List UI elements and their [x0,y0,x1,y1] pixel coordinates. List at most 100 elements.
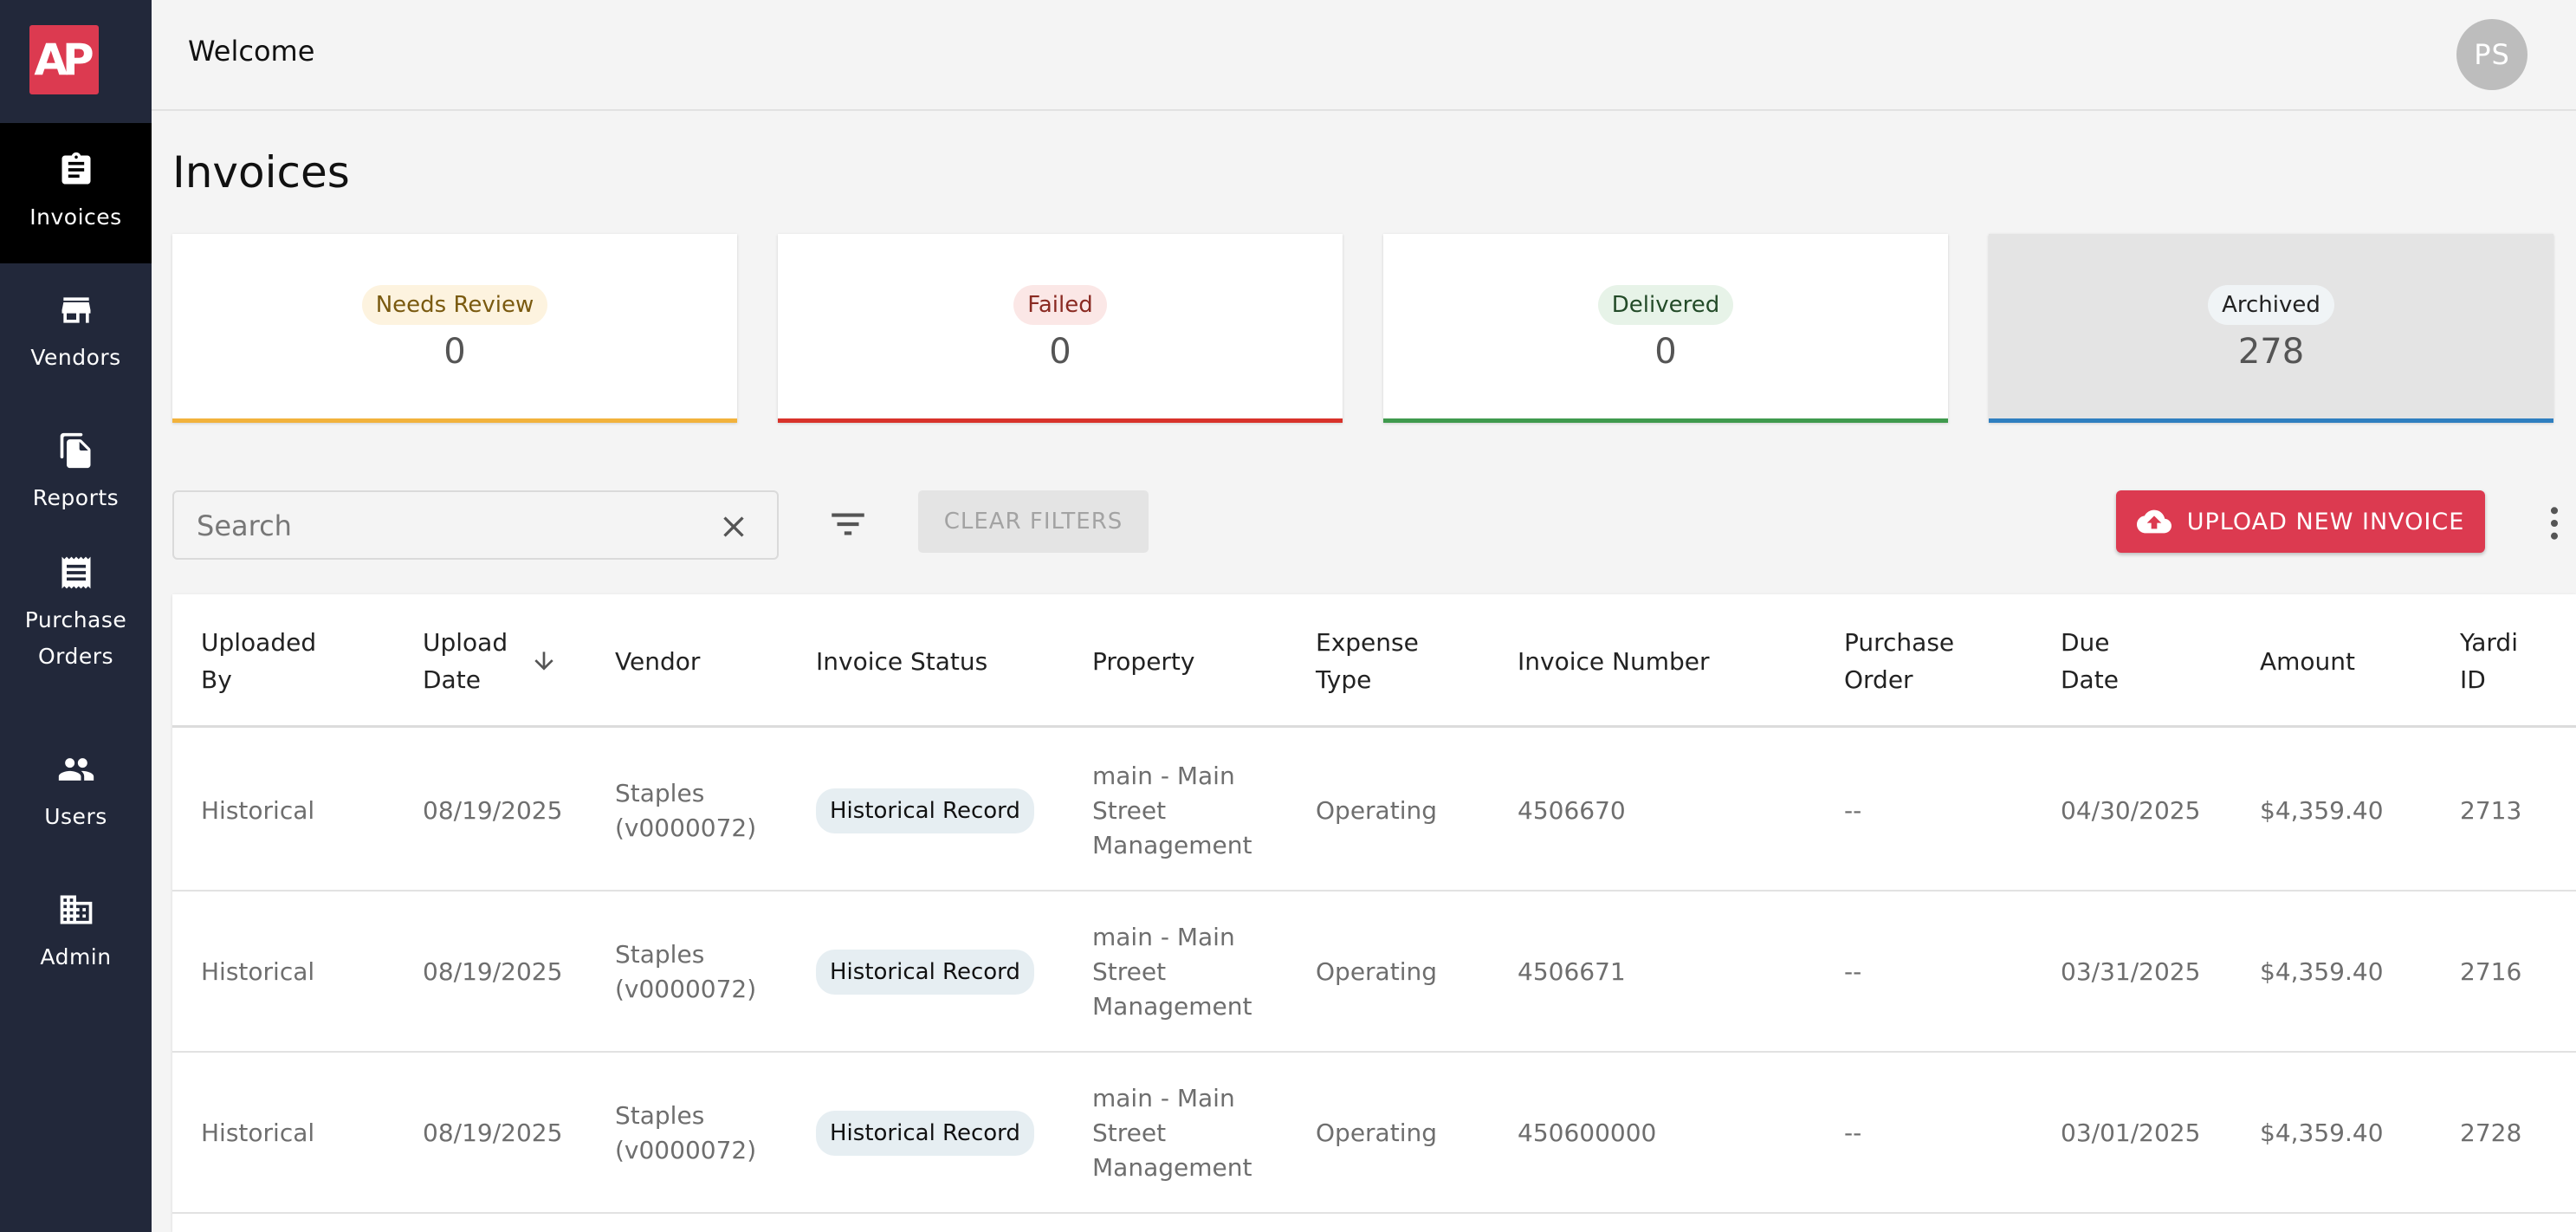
cell-vendor: Staples (v0000072) [615,940,757,1003]
clear-filters-button[interactable]: CLEAR FILTERS [918,490,1149,553]
cell-invoice-number: 4506670 [1518,796,1626,825]
cell-property: main - Main Street Management [1092,762,1252,859]
column-label: Upload Date [423,628,508,694]
sidebar-item-admin[interactable]: Admin [0,863,152,1003]
card-archived[interactable]: Archived 278 [1989,234,2553,423]
table-header: Uploaded By Upload Date Vendor Invoice S… [172,594,2576,728]
column-header-property[interactable]: Property [1092,594,1283,728]
sidebar-item-label: Reports [32,485,120,510]
status-chip: Archived [2208,285,2334,325]
more-vert-icon[interactable] [2541,504,2567,542]
table-row[interactable]: Historical 08/19/2025 Staples (v0000072)… [172,892,2576,1053]
sidebar-item-invoices[interactable]: Invoices [0,123,152,263]
cell-vendor: Staples (v0000072) [615,1101,757,1164]
logo-text: AP [34,35,94,85]
column-label: Invoice Status [816,646,988,676]
store-icon [61,297,90,323]
card-delivered[interactable]: Delivered 0 [1383,234,1948,423]
column-header-upload-date[interactable]: Upload Date [423,594,587,728]
cell-invoice-status: Historical Record [816,730,1034,892]
cell-invoice-status: Historical Record [816,892,1034,1053]
upload-button-label: UPLOAD NEW INVOICE [2186,508,2465,535]
sidebar-item-label: Admin [40,944,112,969]
cell-purchase-order: -- [1844,957,1862,986]
sidebar-item-vendors[interactable]: Vendors [0,263,152,404]
cell-expense-type: Operating [1316,957,1437,986]
card-accent-bar [1383,418,1948,423]
card-accent-bar [172,418,737,423]
status-count: 0 [1049,332,1071,372]
column-label: Yardi ID [2460,628,2518,694]
column-header-purchase-order[interactable]: Purchase Order [1844,594,2017,728]
cell-uploaded-by: Historical [201,796,315,825]
cell-due-date: 03/31/2025 [2061,957,2201,986]
cell-amount: $4,359.40 [2260,796,2384,825]
cell-uploaded-by: Historical [201,957,315,986]
cell-vendor: Staples (v0000072) [615,779,757,842]
cell-purchase-order: -- [1844,1119,1862,1147]
cell-due-date: 03/01/2025 [2061,1119,2201,1147]
sort-desc-icon [534,652,553,671]
clipboard-icon [61,152,90,185]
top-header: Welcome PS [152,0,2576,111]
table-row[interactable]: Historical 08/19/2025 Staples (v0000072)… [172,730,2576,892]
close-icon[interactable] [716,509,751,544]
card-failed[interactable]: Failed 0 [778,234,1343,423]
receipt-icon [61,556,90,589]
cell-expense-type: Operating [1316,1119,1437,1147]
status-chip: Delivered [1597,285,1734,325]
upload-new-invoice-button[interactable]: UPLOAD NEW INVOICE [2116,490,2485,553]
status-count: 278 [2237,332,2305,372]
status-count: 0 [443,332,466,372]
cloud-upload-icon [2136,509,2171,534]
status-count: 0 [1654,332,1677,372]
column-header-amount[interactable]: Amount [2260,594,2433,728]
column-header-vendor[interactable]: Vendor [615,594,788,728]
cell-property: main - Main Street Management [1092,923,1252,1021]
cell-expense-type: Operating [1316,796,1437,825]
card-accent-bar [1989,418,2553,423]
status-badge: Historical Record [816,950,1034,995]
search-input[interactable] [197,506,682,546]
cell-yardi-id: 2713 [2460,796,2522,825]
status-chip: Needs Review [361,285,548,325]
cell-invoice-number: 4506671 [1518,957,1626,986]
cell-purchase-order: -- [1844,796,1862,825]
column-label: Amount [2260,646,2356,676]
cell-upload-date: 08/19/2025 [423,796,563,825]
welcome-text: Welcome [188,35,315,68]
page-title: Invoices [172,147,350,198]
filter-icon[interactable] [826,503,870,546]
column-header-uploaded-by[interactable]: Uploaded By [201,594,366,728]
sidebar-item-label: Purchase Orders [24,607,127,669]
people-icon [58,758,94,781]
column-label: Due Date [2061,628,2119,694]
status-badge: Historical Record [816,788,1034,833]
sidebar-item-users[interactable]: Users [0,723,152,863]
sidebar-item-reports[interactable]: Reports [0,404,152,544]
sidebar-item-label: Invoices [29,204,122,230]
status-badge: Historical Record [816,1111,1034,1156]
column-header-invoice-status[interactable]: Invoice Status [816,594,1076,728]
column-header-due-date[interactable]: Due Date [2061,594,2234,728]
app-logo[interactable]: AP [29,25,99,94]
cell-amount: $4,359.40 [2260,957,2384,986]
sidebar: AP Invoices Vendors Reports Purchase Ord… [0,0,152,1232]
avatar[interactable]: PS [2456,19,2527,90]
avatar-initials: PS [2474,38,2510,71]
card-needs-review[interactable]: Needs Review 0 [172,234,737,423]
status-chip: Failed [1013,285,1107,325]
sidebar-item-purchase-orders[interactable]: Purchase Orders [0,544,152,684]
search-box [172,490,779,560]
cell-due-date: 04/30/2025 [2061,796,2201,825]
column-header-yardi-id[interactable]: Yardi ID [2460,594,2576,728]
sidebar-item-label: Users [44,804,107,829]
cell-property: main - Main Street Management [1092,1084,1252,1182]
cell-upload-date: 08/19/2025 [423,957,563,986]
column-header-invoice-number[interactable]: Invoice Number [1518,594,1795,728]
cell-yardi-id: 2716 [2460,957,2522,986]
column-label: Vendor [615,646,701,676]
table-row[interactable]: Historical 08/19/2025 Staples (v0000072)… [172,1053,2576,1214]
building-icon [60,895,92,924]
column-header-expense-type[interactable]: Expense Type [1316,594,1489,728]
